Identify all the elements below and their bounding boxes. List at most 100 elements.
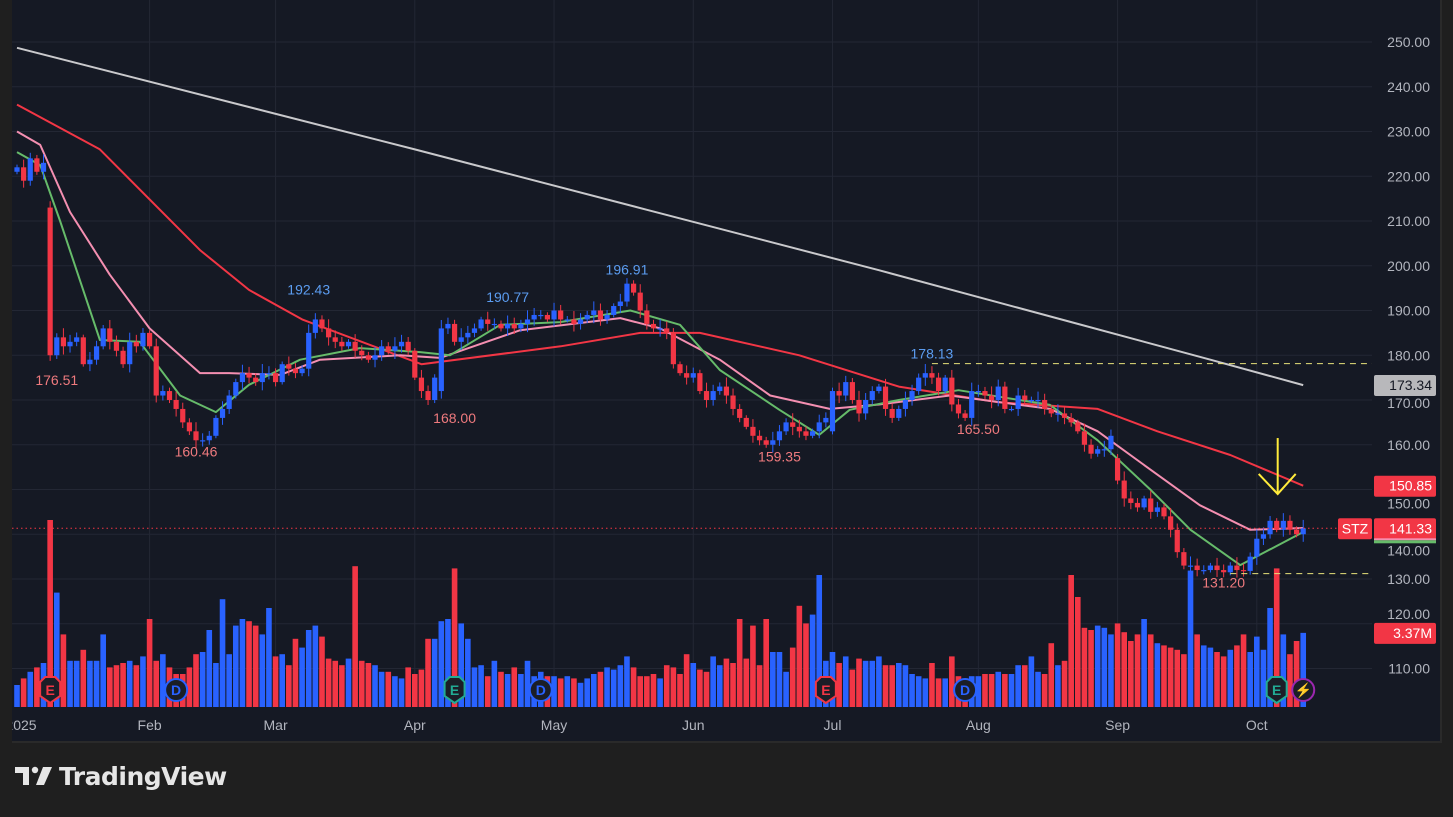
volume-bar <box>146 619 153 707</box>
chart-panel[interactable]: 176.51 160.46 192.43 168.00 190.77 196.91 159.… <box>12 0 1442 743</box>
candle <box>796 419 802 438</box>
candle <box>564 316 570 323</box>
candle-body <box>1161 507 1167 517</box>
volume-bar <box>1121 632 1128 707</box>
candle <box>299 365 305 377</box>
volume-bar <box>557 678 564 707</box>
candle <box>1095 445 1101 457</box>
volume-bar <box>975 676 982 707</box>
candle-body <box>1247 556 1253 571</box>
candle <box>485 311 491 331</box>
volume-bar <box>1002 674 1008 707</box>
volume-bar <box>451 568 458 707</box>
candle <box>975 384 981 397</box>
candle <box>1008 406 1015 412</box>
volume-bar <box>604 667 610 707</box>
candle <box>1068 413 1074 427</box>
candle-body <box>803 431 809 436</box>
volume-bar <box>332 660 339 707</box>
volume-bar <box>882 665 889 707</box>
candle <box>451 319 458 346</box>
event-letter: ⚡ <box>1295 682 1312 699</box>
volume-bar <box>869 660 876 707</box>
candle-body <box>876 386 882 392</box>
candle <box>863 393 869 420</box>
volume-bar <box>319 636 325 707</box>
candle-body <box>478 319 484 329</box>
candle <box>843 375 849 402</box>
candle-body <box>790 422 796 427</box>
volume-bar <box>358 660 365 707</box>
price-chart[interactable]: 176.51 160.46 192.43 168.00 190.77 196.91 159.… <box>12 0 1440 741</box>
candle <box>219 401 226 425</box>
volume-bar <box>730 663 736 707</box>
event-marker-dividend[interactable]: D <box>164 678 189 702</box>
candle-body <box>1028 400 1034 402</box>
event-marker-earnings[interactable]: E <box>443 676 466 705</box>
volume-bar <box>398 678 405 707</box>
candle-body <box>319 319 325 329</box>
volume-bar <box>1094 625 1101 707</box>
candle-body <box>392 346 398 351</box>
volume-bar <box>299 647 305 707</box>
candle <box>604 310 610 324</box>
candle-body <box>670 332 676 365</box>
volume-bar <box>1141 619 1147 707</box>
candle-body <box>1022 395 1028 400</box>
volume-bar <box>1214 652 1220 707</box>
candle-body <box>239 373 246 383</box>
candle <box>279 361 285 385</box>
candle <box>54 333 60 359</box>
candle-body <box>531 314 537 320</box>
candle-body <box>27 158 33 181</box>
ma-line-ma10 <box>16 151 1304 567</box>
event-marker-earnings[interactable]: E <box>1265 676 1288 705</box>
candle-body <box>259 373 265 383</box>
candle-body <box>942 377 948 392</box>
candle <box>412 348 418 381</box>
candle-body <box>1214 565 1220 571</box>
event-marker-earnings[interactable]: E <box>814 676 837 705</box>
candle-body <box>1068 417 1074 423</box>
candle <box>1214 557 1220 577</box>
event-marker-flash[interactable]: ⚡ <box>1291 678 1316 702</box>
candle <box>239 364 246 390</box>
candle-body <box>1075 422 1081 432</box>
candle <box>969 382 975 426</box>
volume-bar <box>438 621 445 707</box>
candle-body <box>1141 498 1147 508</box>
candle <box>571 311 577 332</box>
candle-body <box>1055 413 1061 415</box>
event-marker-earnings[interactable]: E <box>39 676 62 705</box>
last-price-tag: 141.33 <box>1374 518 1436 540</box>
candle <box>697 369 703 395</box>
candle-body <box>730 395 736 409</box>
time-axis-label: Jul <box>824 717 842 733</box>
candle-body <box>113 341 120 351</box>
candle <box>558 304 564 325</box>
ma200-price-tag-bg <box>1374 375 1436 397</box>
tradingview-logo-text: TradingView <box>59 762 227 791</box>
candle <box>823 412 829 428</box>
candle-body <box>1081 431 1088 445</box>
volume-bar <box>20 678 27 707</box>
event-marker-dividend[interactable]: D <box>953 678 978 702</box>
candle-body <box>1280 520 1286 530</box>
candle <box>1121 471 1127 507</box>
candle-body <box>1061 413 1068 418</box>
candle <box>405 336 411 356</box>
volume-bar <box>252 625 259 707</box>
event-marker-dividend[interactable]: D <box>528 678 553 702</box>
volume-bar <box>87 660 93 707</box>
volume-bar <box>1267 608 1273 707</box>
candle-body <box>949 377 955 405</box>
candle <box>253 373 259 386</box>
candle-body <box>723 386 730 396</box>
volume-bar <box>895 663 902 707</box>
candle-body <box>750 426 756 436</box>
candle <box>47 201 53 361</box>
volume-bar <box>1061 660 1068 707</box>
candle-body <box>1240 570 1247 572</box>
candle <box>1280 513 1286 537</box>
candle-body <box>345 341 352 347</box>
